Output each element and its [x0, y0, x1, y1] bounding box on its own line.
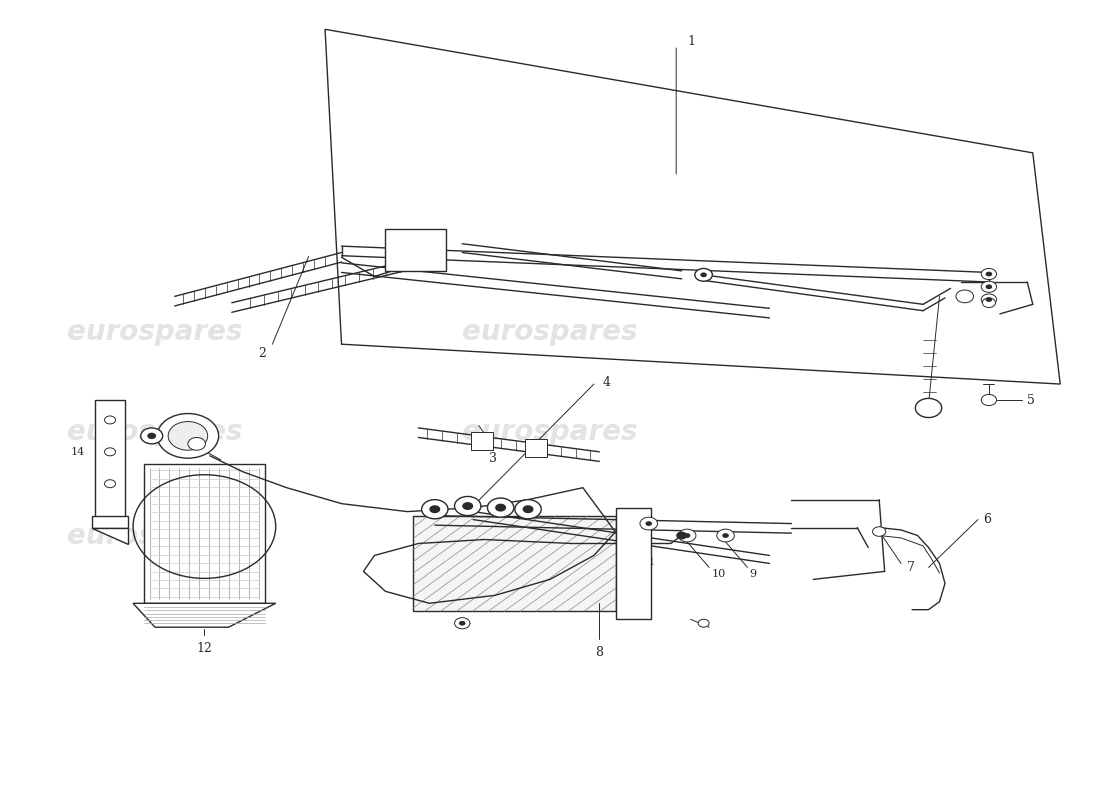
Circle shape [188, 438, 206, 450]
Polygon shape [92, 527, 128, 543]
Polygon shape [133, 603, 276, 627]
Text: 8: 8 [595, 646, 604, 658]
Circle shape [640, 517, 658, 530]
Circle shape [676, 531, 688, 539]
Circle shape [487, 498, 514, 517]
Circle shape [981, 394, 997, 406]
Circle shape [459, 621, 465, 626]
Text: 11: 11 [641, 557, 656, 567]
Text: 2: 2 [258, 347, 266, 360]
Text: eurospares: eurospares [462, 418, 638, 446]
Bar [92, 515, 128, 527]
Bar [144, 464, 265, 603]
Bar [525, 439, 547, 457]
Circle shape [981, 294, 997, 305]
Circle shape [522, 506, 534, 514]
Circle shape [141, 428, 163, 444]
Circle shape [421, 500, 448, 518]
Circle shape [646, 521, 652, 526]
Text: 14: 14 [72, 447, 86, 457]
Circle shape [104, 448, 116, 456]
Circle shape [723, 533, 729, 538]
Bar [471, 432, 493, 450]
Text: eurospares: eurospares [462, 522, 638, 550]
Circle shape [956, 290, 974, 302]
Text: 13: 13 [183, 447, 197, 457]
Text: 6: 6 [983, 513, 991, 526]
Text: eurospares: eurospares [67, 318, 243, 346]
Text: 3: 3 [488, 452, 497, 465]
Circle shape [429, 506, 440, 514]
Circle shape [981, 282, 997, 292]
Circle shape [104, 416, 116, 424]
Circle shape [701, 273, 707, 278]
Circle shape [717, 529, 735, 542]
Circle shape [872, 526, 886, 536]
Bar [412, 515, 616, 611]
Text: eurospares: eurospares [67, 418, 243, 446]
Circle shape [684, 533, 691, 538]
Circle shape [104, 480, 116, 488]
Text: 4: 4 [603, 376, 611, 389]
Circle shape [982, 298, 996, 307]
Text: 12: 12 [197, 642, 212, 654]
Circle shape [147, 433, 156, 439]
Text: eurospares: eurospares [462, 318, 638, 346]
Circle shape [981, 269, 997, 280]
Circle shape [454, 497, 481, 515]
Circle shape [986, 297, 992, 302]
Text: 9: 9 [750, 569, 757, 579]
Circle shape [515, 500, 541, 518]
Text: 1: 1 [688, 34, 695, 48]
Text: eurospares: eurospares [67, 522, 243, 550]
Text: 10: 10 [712, 569, 726, 579]
Bar [95, 400, 125, 519]
Circle shape [462, 502, 473, 510]
Bar [616, 508, 651, 619]
Circle shape [495, 504, 506, 512]
Circle shape [986, 272, 992, 277]
Circle shape [986, 285, 992, 289]
Bar [385, 229, 446, 271]
Circle shape [454, 618, 470, 629]
Circle shape [698, 619, 710, 627]
Text: 7: 7 [906, 561, 914, 574]
Text: 5: 5 [1027, 394, 1035, 406]
Circle shape [157, 414, 219, 458]
Circle shape [168, 422, 208, 450]
Circle shape [695, 269, 713, 282]
Circle shape [679, 529, 696, 542]
Circle shape [915, 398, 942, 418]
